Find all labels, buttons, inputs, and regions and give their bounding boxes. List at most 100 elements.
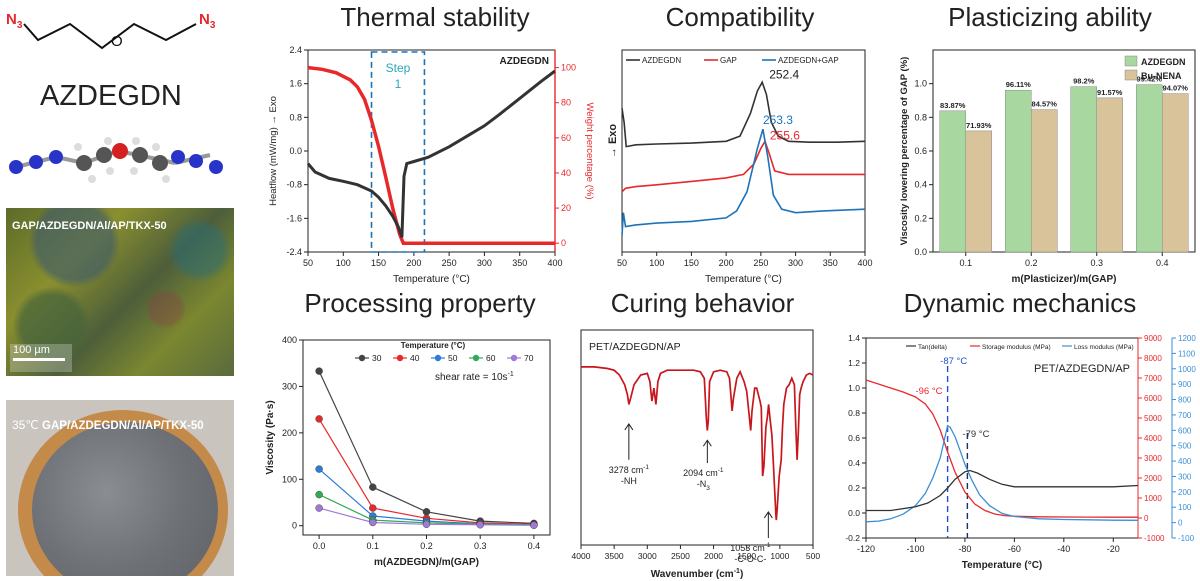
plastic-bar-label-0: 83.87%	[940, 101, 966, 110]
curing-plot-frame	[580, 329, 814, 546]
plastic-bar-1	[1162, 93, 1189, 253]
thermal-right-ytick-label: 60	[561, 133, 571, 143]
dynamic-storage-line	[865, 379, 1138, 518]
processing-xtick-label: 0.2	[420, 541, 433, 551]
thermal-right-ytick-label: 40	[561, 168, 571, 178]
thermal-heatflow-line	[306, 69, 556, 238]
sample-propellant	[32, 422, 218, 576]
plastic-xlabel: m(Plasticizer)/m(GAP)	[1011, 274, 1116, 285]
dynamic-right1-ytick-label: -1000	[1144, 534, 1165, 543]
dynamic-right1-ytick-label: 1000	[1144, 494, 1162, 503]
processing-point-4	[422, 520, 431, 529]
processing-xtick-label: 0.4	[528, 541, 541, 551]
curing-xtick-label: 2000	[704, 551, 723, 561]
processing-point-4	[369, 518, 377, 527]
compat-series-line-0	[621, 80, 866, 148]
dynamic-xlabel: Temperature (°C)	[962, 560, 1043, 571]
plastic-chart: 0.0 0.2 0.4 0.6 0.8 1.0 0.1 83.87% 71.93% 0.2 96.1…	[899, 49, 1196, 285]
processing-point-0	[422, 508, 431, 516]
thermal-xtick-label: 350	[512, 258, 527, 268]
photo-label: 35℃ GAP/AZDEGDN/Al/AP/TKX-50	[12, 418, 204, 432]
compat-legend-label-1: GAP	[720, 56, 737, 65]
thermal-step-label: Step 1	[386, 61, 411, 91]
curing-arrow-nh	[624, 423, 634, 460]
plastic-legend-label-0: AZDEGDN	[1141, 57, 1186, 67]
processing-xtick-label: 0.3	[474, 541, 487, 551]
compat-peak-label-0: 252.4	[769, 68, 799, 82]
dynamic-right2-ytick-label: 300	[1178, 472, 1192, 481]
plastic-bar-label-0: 96.11%	[1006, 80, 1031, 89]
dynamic-loss-line	[865, 424, 1139, 523]
thermal-left-ytick-label: 0.0	[289, 146, 302, 156]
dynamic-xtick-label: -100	[906, 544, 924, 554]
curing-xtick-label: 1500	[737, 551, 756, 561]
dynamic-left-ytick-label: -0.2	[845, 533, 860, 543]
thermal-left-ytick-label: 1.6	[289, 79, 302, 89]
processing-plot-frame	[302, 339, 551, 536]
thermal-xtick-label: 100	[336, 258, 351, 268]
curing-xtick-label: 1000	[770, 551, 789, 561]
thermal-left-ytick-label: 2.4	[289, 45, 302, 55]
dynamic-right2-ytick-label: 100	[1178, 503, 1192, 512]
thermal-ylabel-left: Heatflow (mW/mg) → Exo	[268, 96, 279, 206]
dynamic-right2-ytick-label: 600	[1178, 426, 1192, 435]
plastic-bar-label-1: 84.57%	[1032, 100, 1058, 109]
processing-point-1	[315, 415, 323, 423]
dynamic-xtick-label: -20	[1107, 544, 1120, 554]
plastic-bar-1	[965, 130, 992, 253]
plastic-ytick-label: 1.0	[914, 79, 927, 89]
processing-ytick-label: 400	[282, 335, 297, 345]
processing-legend-label-2: 50	[448, 353, 458, 363]
plastic-ytick-label: 0.6	[914, 146, 927, 156]
plastic-bar-0	[939, 110, 966, 253]
processing-xlabel: m(AZDEGDN)/m(GAP)	[374, 557, 479, 568]
processing-ytick-label: 200	[282, 428, 297, 438]
processing-legend-label-1: 40	[410, 353, 420, 363]
processing-xtick-label: 0.1	[367, 541, 380, 551]
processing-point-4	[476, 521, 484, 529]
title-compat: Compatibility	[665, 2, 815, 32]
processing-shear-label: shear rate = 10s-1	[435, 371, 514, 383]
thermal-ylabel-right: Weight percentage (%)	[584, 103, 595, 200]
plastic-ytick-label: 0.4	[914, 180, 927, 190]
processing-legend-label-4: 70	[524, 353, 534, 363]
plastic-bar-label-1: 91.57%	[1097, 88, 1123, 97]
dynamic-sample-label: PET/AZDEGDN/AP	[1034, 363, 1130, 375]
sem-scale-bar: 100 µm	[10, 344, 72, 372]
plastic-bar-0	[1136, 84, 1163, 253]
title-dynamic: Dynamic mechanics	[903, 288, 1137, 318]
thermal-xtick-label: 200	[406, 258, 421, 268]
processing-ylabel: Viscosity (Pa·s)	[265, 400, 276, 474]
thermal-right-ytick-label: 80	[561, 98, 571, 108]
plastic-bar-label-1: 71.93%	[966, 121, 992, 130]
dynamic-right1-ytick-label: 2000	[1144, 474, 1162, 483]
curing-sample-label: PET/AZDEGDN/AP	[589, 341, 681, 353]
curing-xtick-label: 500	[806, 551, 820, 561]
compat-xtick-label: 50	[617, 258, 627, 268]
thermal-left-ytick-label: -2.4	[286, 247, 302, 257]
dynamic-right2-ytick-label: 700	[1178, 411, 1192, 420]
dynamic-temp-label-1: -87 °C	[940, 356, 967, 367]
plastic-bar-0	[1005, 89, 1032, 253]
curing-xtick-label: 4000	[572, 551, 591, 561]
plastic-xtick-label: 0.2	[1025, 258, 1038, 268]
plastic-legend-swatch-0	[1124, 55, 1138, 67]
dynamic-xtick-label: -120	[857, 544, 875, 554]
ball-stick-model	[9, 137, 223, 183]
dynamic-right1-ytick-label: 0	[1144, 514, 1149, 523]
sample-photo: 35℃ GAP/AZDEGDN/Al/AP/TKX-50	[6, 400, 234, 576]
dynamic-right2-ytick-label: 1000	[1178, 365, 1196, 374]
curing-xtick-label: 2500	[671, 551, 690, 561]
compat-plot-frame	[621, 49, 866, 253]
thermal-xtick-label: 50	[303, 258, 313, 268]
plastic-ylabel: Viscosity lowering percentage of GAP (%)	[899, 57, 910, 246]
compat-series-line-2	[621, 128, 866, 236]
dynamic-legend-label-2: Loss modulus (MPa)	[1074, 344, 1134, 351]
processing-chart: 0.0 0.1 0.2 0.3 0.4 0 100 200 300 400 Temperature …	[265, 335, 551, 568]
compat-xtick-label: 250	[753, 258, 768, 268]
sem-texture	[6, 208, 234, 376]
dynamic-tan-line	[866, 469, 1139, 512]
dynamic-right2-ytick-label: 1200	[1178, 334, 1196, 343]
n3-left-label: N3	[6, 11, 23, 31]
compat-series-line-1	[621, 139, 865, 193]
